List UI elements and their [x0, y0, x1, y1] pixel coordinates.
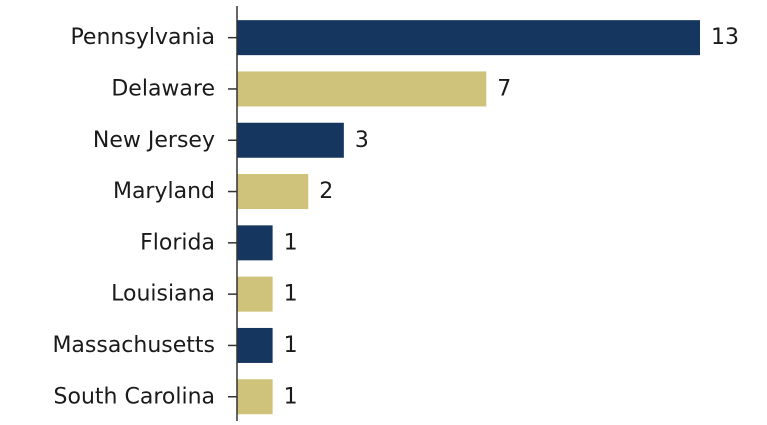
value-label-massachusetts: 1	[284, 333, 298, 358]
category-label-pennsylvania: Pennsylvania	[70, 25, 215, 50]
tick-marks-layer	[228, 36, 237, 398]
bar-new-jersey	[237, 122, 344, 158]
bar-florida	[237, 225, 273, 261]
bars-layer	[237, 20, 700, 415]
value-label-new-jersey: 3	[355, 128, 369, 153]
category-label-delaware: Delaware	[111, 76, 215, 101]
category-label-florida: Florida	[140, 230, 215, 255]
value-label-south-carolina: 1	[284, 384, 298, 409]
value-label-louisiana: 1	[284, 282, 298, 307]
category-label-louisiana: Louisiana	[111, 282, 215, 307]
category-label-south-carolina: South Carolina	[54, 384, 215, 409]
bar-south-carolina	[237, 379, 273, 415]
bar-louisiana	[237, 276, 273, 312]
value-label-florida: 1	[284, 230, 298, 255]
bar-delaware	[237, 71, 487, 107]
bar-pennsylvania	[237, 20, 700, 56]
category-label-new-jersey: New Jersey	[93, 128, 215, 153]
value-label-delaware: 7	[497, 76, 511, 101]
value-label-maryland: 2	[319, 179, 333, 204]
bar-massachusetts	[237, 327, 273, 363]
value-label-pennsylvania: 13	[711, 25, 739, 50]
value-labels-layer: 13 7 3 2 1 1 1 1	[284, 25, 739, 409]
bar-maryland	[237, 174, 309, 210]
category-label-maryland: Maryland	[113, 179, 215, 204]
category-labels-layer: Pennsylvania Delaware New Jersey Maryland Fl…	[52, 25, 215, 409]
category-label-massachusetts: Massachusetts	[52, 333, 215, 358]
